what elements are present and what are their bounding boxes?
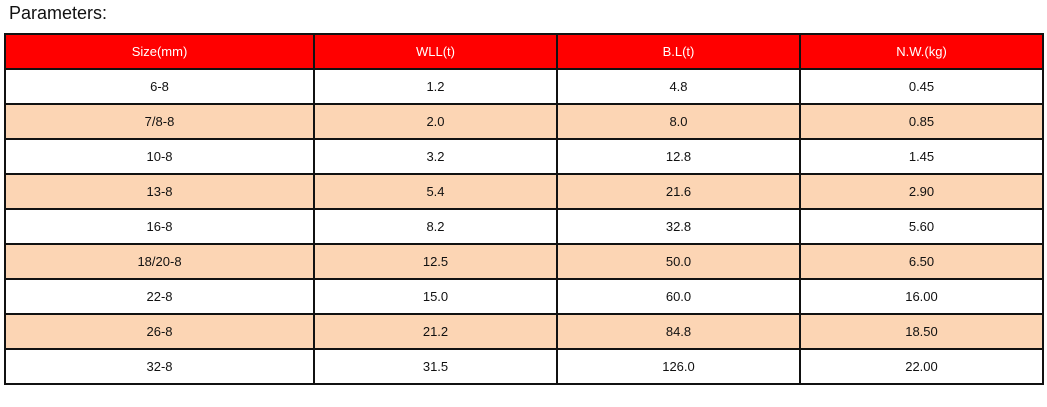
table-cell: 18.50: [799, 313, 1044, 350]
parameters-table: Size(mm) WLL(t) B.L(t) N.W.(kg) 6-8 1.2 4.8 0.…: [4, 33, 1044, 385]
table-cell: 8.0: [556, 103, 801, 140]
table-cell: 6-8: [4, 68, 315, 105]
table-cell: 32-8: [4, 348, 315, 385]
table-row: 32-8 31.5 126.0 22.00: [4, 348, 1044, 385]
table-cell: 0.45: [799, 68, 1044, 105]
table-cell: 50.0: [556, 243, 801, 280]
table-cell: 2.0: [313, 103, 558, 140]
table-cell: 26-8: [4, 313, 315, 350]
table-cell: 0.85: [799, 103, 1044, 140]
table-row: 22-8 15.0 60.0 16.00: [4, 278, 1044, 315]
table-cell: 60.0: [556, 278, 801, 315]
column-header: WLL(t): [313, 33, 558, 70]
section-title: Parameters:: [9, 3, 108, 23]
table-row: 18/20-8 12.5 50.0 6.50: [4, 243, 1044, 280]
table-cell: 13-8: [4, 173, 315, 210]
table-cell: 12.8: [556, 138, 801, 175]
table-cell: 12.5: [313, 243, 558, 280]
table-cell: 31.5: [313, 348, 558, 385]
table-cell: 1.45: [799, 138, 1044, 175]
table-cell: 18/20-8: [4, 243, 315, 280]
table-cell: 2.90: [799, 173, 1044, 210]
column-header: Size(mm): [4, 33, 315, 70]
table-cell: 6.50: [799, 243, 1044, 280]
table-row: 7/8-8 2.0 8.0 0.85: [4, 103, 1044, 140]
table-cell: 32.8: [556, 208, 801, 245]
table-cell: 126.0: [556, 348, 801, 385]
table-cell: 15.0: [313, 278, 558, 315]
column-header: B.L(t): [556, 33, 801, 70]
table-cell: 3.2: [313, 138, 558, 175]
table-cell: 5.4: [313, 173, 558, 210]
column-header: N.W.(kg): [799, 33, 1044, 70]
table-row: 10-8 3.2 12.8 1.45: [4, 138, 1044, 175]
table-cell: 16.00: [799, 278, 1044, 315]
table-cell: 22-8: [4, 278, 315, 315]
table-cell: 22.00: [799, 348, 1044, 385]
table-cell: 8.2: [313, 208, 558, 245]
table-row: 26-8 21.2 84.8 18.50: [4, 313, 1044, 350]
table-cell: 21.6: [556, 173, 801, 210]
table-cell: 1.2: [313, 68, 558, 105]
table-cell: 7/8-8: [4, 103, 315, 140]
table-cell: 4.8: [556, 68, 801, 105]
table-cell: 16-8: [4, 208, 315, 245]
table-cell: 84.8: [556, 313, 801, 350]
table-cell: 10-8: [4, 138, 315, 175]
table-row: 6-8 1.2 4.8 0.45: [4, 68, 1044, 105]
table-cell: 21.2: [313, 313, 558, 350]
table-cell: 5.60: [799, 208, 1044, 245]
table-row: 13-8 5.4 21.6 2.90: [4, 173, 1044, 210]
table-row: 16-8 8.2 32.8 5.60: [4, 208, 1044, 245]
table-header-row: Size(mm) WLL(t) B.L(t) N.W.(kg): [4, 33, 1044, 70]
